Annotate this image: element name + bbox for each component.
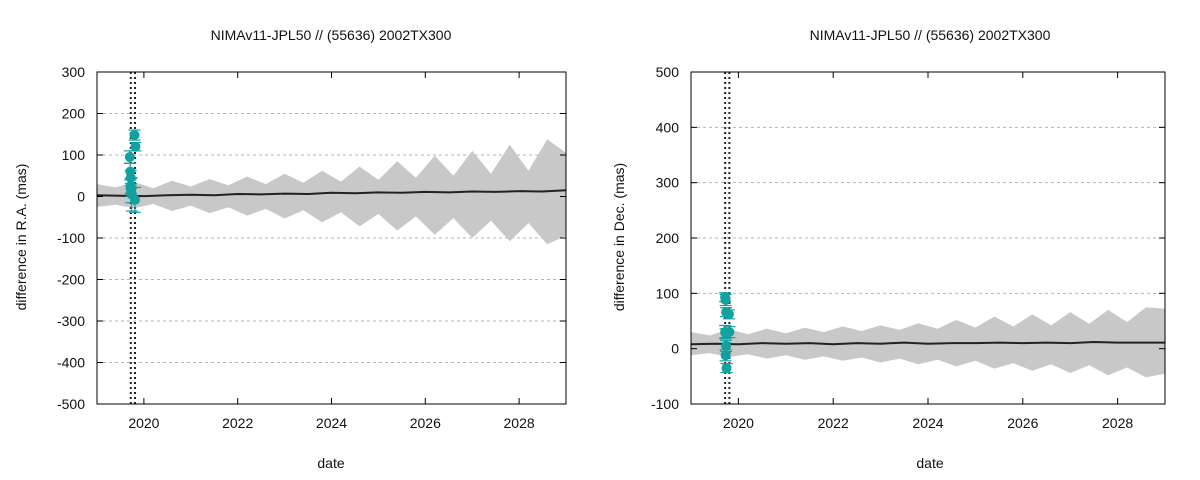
x-tick-label: 2022 (818, 415, 849, 431)
y-tick-label: -200 (57, 272, 85, 288)
y-tick-label: -500 (57, 396, 85, 412)
y-tick-label: 300 (656, 175, 680, 191)
observation-point (724, 327, 735, 338)
plot-area (97, 72, 566, 404)
y-axis-label-ra: difference in R.A. (mas) (13, 164, 29, 311)
chart-title-dec: NIMAv11-JPL50 // (55636) 2002TX300 (810, 27, 1051, 43)
x-tick-label: 2024 (912, 415, 943, 431)
x-tick-label: 2020 (128, 415, 159, 431)
uncertainty-band (97, 139, 566, 245)
x-tick-label: 2020 (723, 415, 754, 431)
y-tick-label: 200 (656, 230, 680, 246)
x-tick-label: 2022 (222, 415, 253, 431)
ra-difference-chart: NIMAv11-JPL50 // (55636) 2002TX300 date … (13, 27, 567, 471)
dec-difference-chart: NIMAv11-JPL50 // (55636) 2002TX300 date … (611, 27, 1166, 471)
y-tick-label: 100 (656, 285, 680, 301)
y-tick-label: 400 (656, 119, 680, 135)
x-tick-label: 2028 (1102, 415, 1133, 431)
x-tick-label: 2026 (1007, 415, 1038, 431)
observation-point (129, 194, 140, 205)
x-tick-label: 2026 (410, 415, 441, 431)
y-tick-label: 300 (62, 64, 86, 80)
y-axis-label-dec: difference in Dec. (mas) (611, 163, 627, 311)
observation-point (721, 363, 732, 374)
uncertainty-band (691, 307, 1165, 378)
y-tick-label: -300 (57, 313, 85, 329)
chart-title-ra: NIMAv11-JPL50 // (55636) 2002TX300 (211, 27, 452, 43)
observation-point (720, 350, 731, 361)
x-tick-label: 2028 (504, 415, 535, 431)
y-tick-label: 100 (62, 147, 86, 163)
y-tick-label: 500 (656, 64, 680, 80)
x-tick-label: 2024 (316, 415, 347, 431)
y-tick-label: 0 (671, 341, 679, 357)
plot-area (691, 72, 1165, 404)
observation-point (124, 152, 135, 163)
nominal-line (691, 340, 1165, 346)
observation-point (723, 309, 734, 320)
x-axis-label-dec: date (916, 455, 943, 471)
observation-point (130, 141, 141, 152)
y-tick-label: -100 (57, 230, 85, 246)
observation-point (129, 130, 140, 141)
y-tick-label: -100 (651, 396, 679, 412)
y-tick-label: 200 (62, 106, 86, 122)
observation-point (721, 340, 732, 351)
nominal-line (97, 189, 566, 198)
observation-point (720, 294, 731, 305)
y-tick-label: -400 (57, 355, 85, 371)
x-axis-label-ra: date (317, 455, 344, 471)
y-tick-label: 0 (77, 189, 85, 205)
